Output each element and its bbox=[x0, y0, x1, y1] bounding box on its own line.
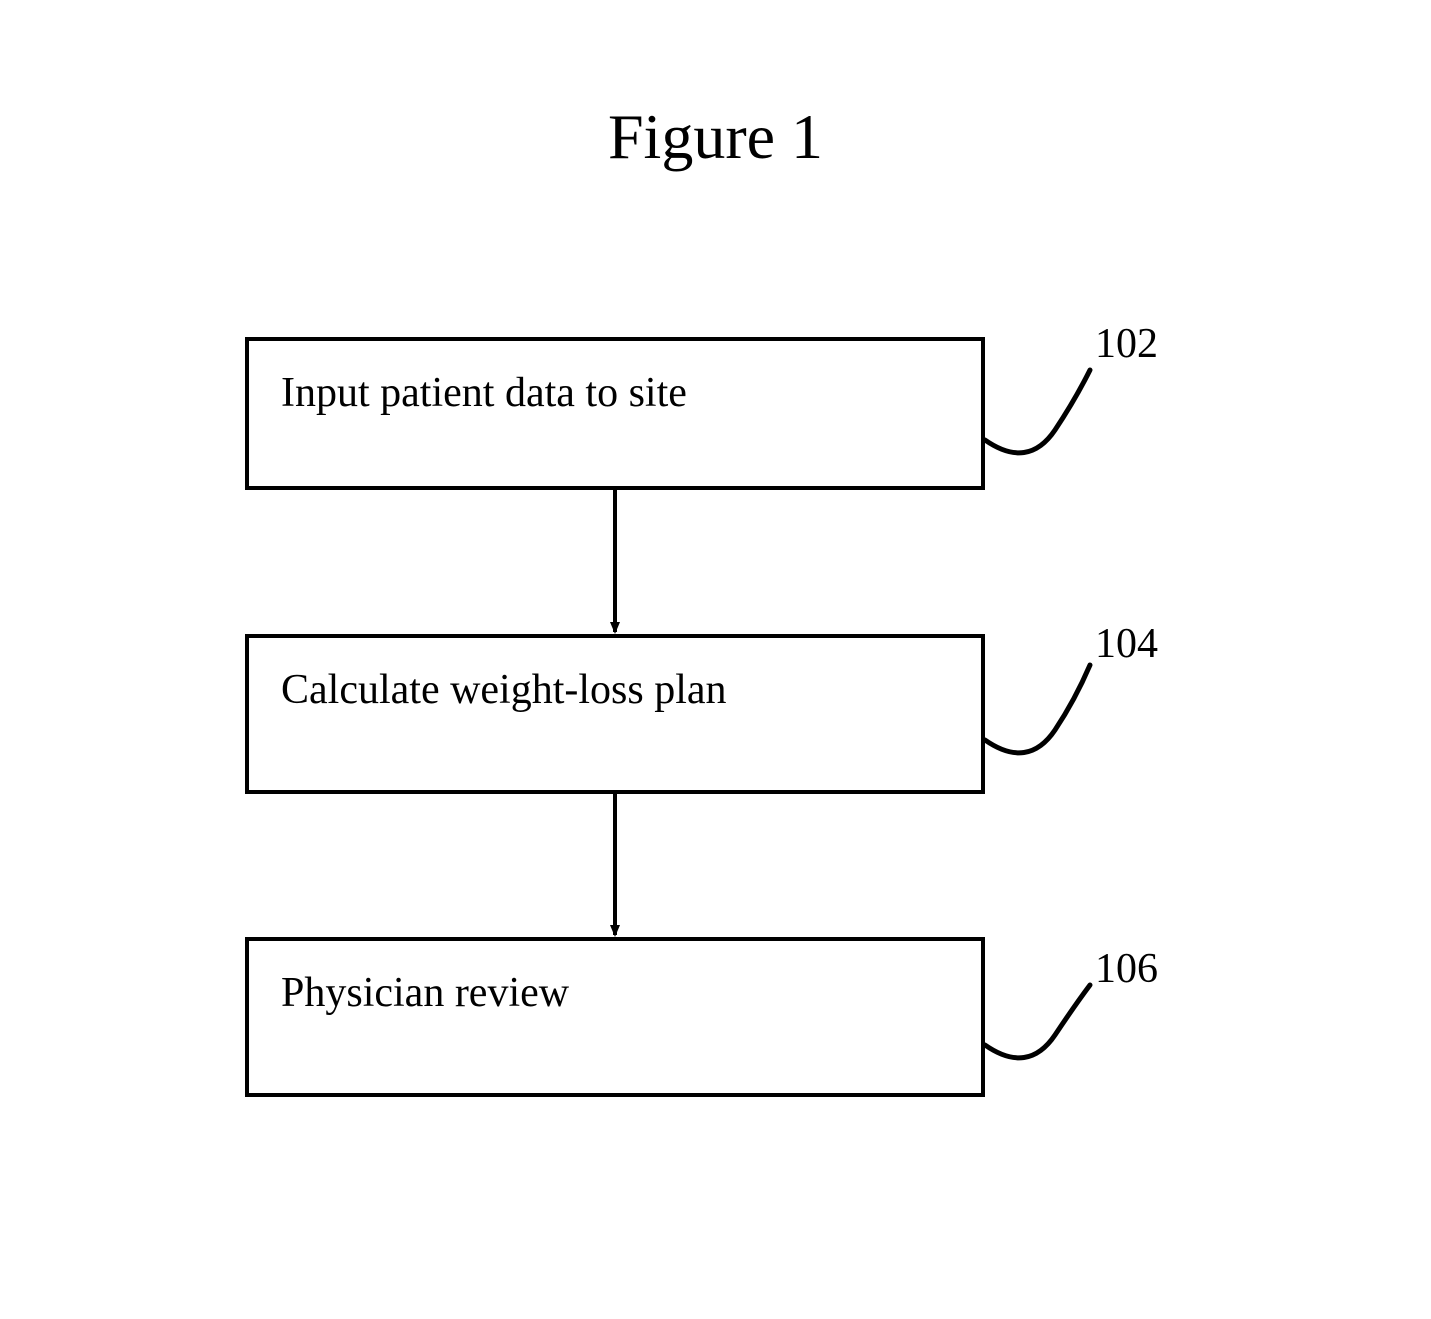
reference-number: 104 bbox=[1095, 620, 1158, 668]
flow-node-label: Calculate weight-loss plan bbox=[281, 666, 727, 714]
reference-callout bbox=[985, 370, 1090, 453]
figure-title: Figure 1 bbox=[0, 100, 1431, 174]
flow-node-calculate-plan: Calculate weight-loss plan bbox=[245, 634, 985, 794]
reference-number: 102 bbox=[1095, 320, 1158, 368]
reference-callout bbox=[985, 665, 1090, 753]
figure-canvas: Figure 1 Input patient data to site 102 … bbox=[0, 0, 1431, 1319]
reference-number: 106 bbox=[1095, 945, 1158, 993]
flow-node-physician-review: Physician review bbox=[245, 937, 985, 1097]
flow-node-input-patient-data: Input patient data to site bbox=[245, 337, 985, 490]
reference-callout bbox=[985, 985, 1090, 1058]
flow-node-label: Input patient data to site bbox=[281, 369, 687, 417]
flow-node-label: Physician review bbox=[281, 969, 569, 1017]
